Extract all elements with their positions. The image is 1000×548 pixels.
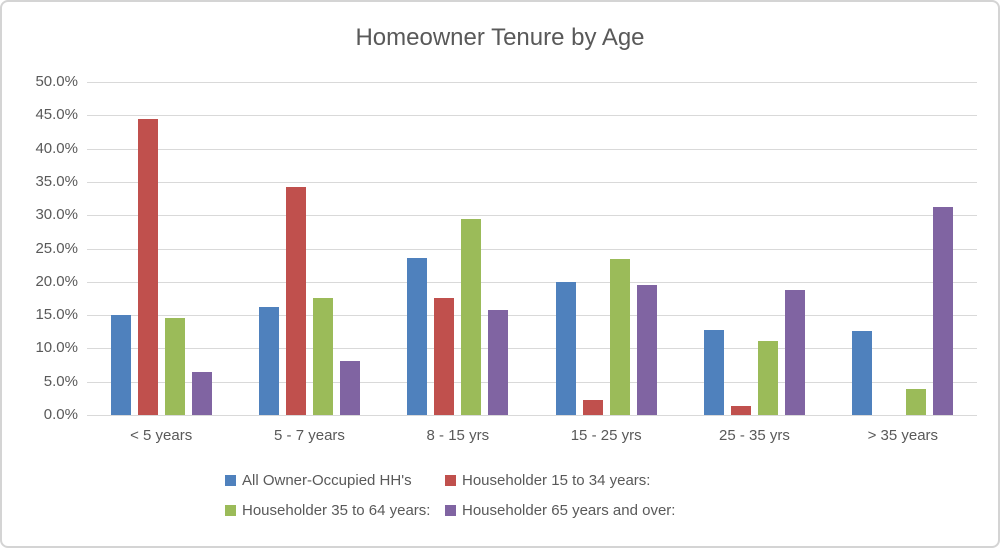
y-axis-label: 5.0% bbox=[43, 372, 78, 390]
legend-swatch-icon bbox=[225, 475, 236, 486]
bar bbox=[609, 259, 630, 415]
y-axis-label: 40.0% bbox=[35, 139, 78, 157]
legend-swatch-icon bbox=[225, 505, 236, 516]
gridline bbox=[87, 215, 977, 217]
bar-group bbox=[555, 259, 657, 415]
y-axis-label: 50.0% bbox=[35, 73, 78, 90]
bar bbox=[191, 372, 212, 415]
bar-group bbox=[704, 290, 805, 415]
x-axis-label: 8 - 15 yrs bbox=[426, 427, 490, 444]
y-axis-label: 30.0% bbox=[35, 206, 78, 224]
bar bbox=[137, 119, 158, 415]
legend: All Owner-Occupied HH's Householder 15 to… bbox=[225, 472, 675, 519]
legend-label: All Owner-Occupied HH's bbox=[242, 472, 412, 489]
gridline bbox=[87, 348, 977, 350]
legend-item: Householder 15 to 34 years: bbox=[445, 472, 675, 489]
chart-title: Homeowner Tenure by Age bbox=[355, 24, 645, 51]
bar-group bbox=[407, 219, 509, 415]
bar bbox=[164, 318, 185, 415]
bar bbox=[731, 406, 751, 415]
bar bbox=[555, 282, 576, 415]
legend-label: Householder 65 years and over: bbox=[462, 502, 676, 519]
gridline bbox=[87, 281, 977, 283]
legend-swatch-icon bbox=[445, 475, 456, 486]
y-axis-label: 25.0% bbox=[35, 239, 78, 257]
y-axis-label: 10.0% bbox=[35, 339, 78, 357]
gridline bbox=[87, 248, 977, 250]
gridline bbox=[87, 415, 977, 416]
gridline bbox=[87, 381, 977, 383]
legend-label: Householder 35 to 64 years: bbox=[242, 502, 431, 519]
bar bbox=[434, 298, 455, 415]
bar bbox=[852, 331, 873, 415]
bar-group bbox=[110, 119, 212, 415]
plot-area bbox=[87, 82, 977, 416]
y-axis-label: 15.0% bbox=[35, 306, 78, 324]
bar bbox=[582, 400, 603, 415]
bar bbox=[488, 310, 509, 415]
gridline bbox=[87, 315, 977, 317]
legend-swatch-icon bbox=[445, 505, 456, 516]
bar bbox=[704, 330, 724, 415]
legend-item: Householder 65 years and over: bbox=[445, 502, 675, 519]
bar bbox=[636, 285, 657, 415]
x-axis-label: > 35 years bbox=[867, 427, 939, 444]
bar bbox=[461, 219, 482, 415]
gridline bbox=[87, 115, 977, 117]
x-axis-label: 25 - 35 yrs bbox=[719, 427, 790, 444]
bar bbox=[906, 389, 927, 415]
bar bbox=[110, 315, 131, 415]
x-axis-label: < 5 years bbox=[130, 427, 193, 444]
legend-item: All Owner-Occupied HH's bbox=[225, 472, 445, 489]
bar bbox=[313, 298, 333, 415]
x-axis-label: 15 - 25 yrs bbox=[570, 427, 642, 444]
bar bbox=[933, 207, 954, 415]
y-axis-label: 20.0% bbox=[35, 272, 78, 290]
bar bbox=[407, 258, 428, 415]
gridline bbox=[87, 181, 977, 183]
bar bbox=[286, 187, 306, 415]
x-axis-label: 5 - 7 years bbox=[274, 427, 345, 444]
bar-group bbox=[259, 187, 360, 415]
legend-label: Householder 15 to 34 years: bbox=[462, 472, 651, 489]
bar bbox=[340, 361, 360, 415]
bar bbox=[785, 290, 805, 415]
gridline bbox=[87, 148, 977, 150]
legend-item: Householder 35 to 64 years: bbox=[225, 502, 445, 519]
gridline bbox=[87, 82, 977, 83]
bar bbox=[259, 307, 279, 415]
bar bbox=[758, 341, 778, 415]
y-axis-label: 45.0% bbox=[35, 106, 78, 124]
y-axis-label: 35.0% bbox=[35, 172, 78, 190]
bar-group bbox=[852, 207, 954, 415]
y-axis-label: 0.0% bbox=[43, 406, 78, 423]
